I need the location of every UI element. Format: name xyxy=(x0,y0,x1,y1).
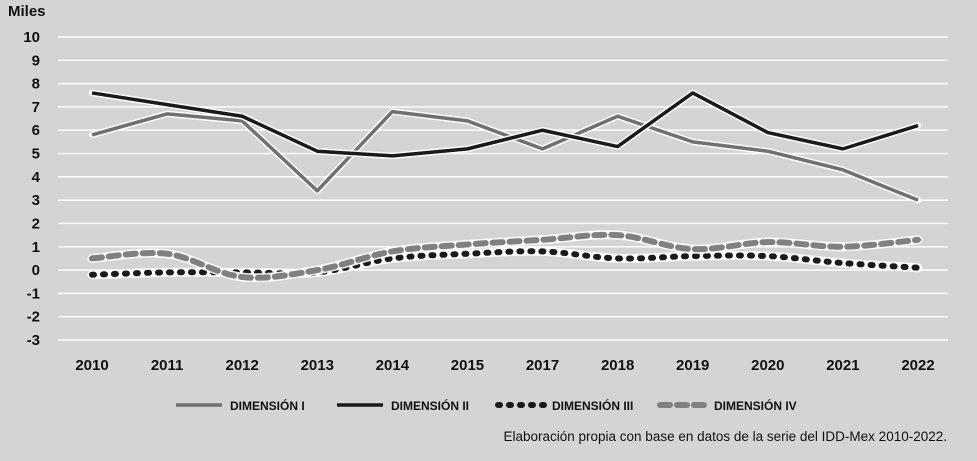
y-tick-label: 4 xyxy=(32,169,41,186)
y-tick-label: -2 xyxy=(27,309,40,326)
y-tick-label: 10 xyxy=(23,29,40,46)
y-tick-label: 6 xyxy=(32,122,40,139)
grid xyxy=(58,36,948,341)
x-tick-label: 2017 xyxy=(526,357,559,374)
y-tick-label: -1 xyxy=(27,285,40,302)
x-tick-label: 2011 xyxy=(151,357,184,374)
series-halo xyxy=(88,89,922,160)
series-lines xyxy=(87,89,923,283)
legend-label: DIMENSIÓN II xyxy=(391,398,469,413)
x-tick-label: 2013 xyxy=(301,357,334,374)
y-tick-label: 8 xyxy=(32,76,40,93)
y-tick-label: 9 xyxy=(32,52,40,69)
x-tick-label: 2014 xyxy=(376,357,410,374)
y-tick-label: 2 xyxy=(32,215,40,232)
legend-label: DIMENSIÓN IV xyxy=(714,398,797,413)
x-tick-labels: 2010 2011 2012 2013 2014 2015 2017 2018 2019 2020… xyxy=(75,357,934,374)
y-axis-label: Miles xyxy=(8,3,46,20)
legend-label: DIMENSIÓN I xyxy=(230,398,305,413)
y-tick-label: 1 xyxy=(32,239,40,256)
x-tick-label: 2021 xyxy=(826,357,859,374)
legend: DIMENSIÓN I DIMENSIÓN II DIMENSIÓN III DIME… xyxy=(176,398,797,413)
y-tick-label: 7 xyxy=(32,99,40,116)
x-tick-label: 2015 xyxy=(451,357,484,374)
x-tick-label: 2020 xyxy=(751,357,784,374)
legend-label: DIMENSIÓN III xyxy=(552,398,633,413)
x-tick-label: 2022 xyxy=(901,357,934,374)
y-tick-label: 0 xyxy=(32,262,40,279)
x-tick-label: 2010 xyxy=(75,357,108,374)
series-halo xyxy=(88,108,922,204)
y-tick-label: -3 xyxy=(27,332,40,349)
x-tick-label: 2018 xyxy=(601,357,634,374)
y-tick-label: 5 xyxy=(32,146,40,163)
x-tick-label: 2019 xyxy=(676,357,709,374)
series-line-1 xyxy=(91,109,919,202)
series-line-4 xyxy=(89,231,921,281)
source-note: Elaboración propia con base en datos de … xyxy=(503,429,947,444)
series-line-2 xyxy=(91,91,919,158)
y-tick-label: 3 xyxy=(32,192,40,209)
x-tick-label: 2012 xyxy=(225,357,258,374)
